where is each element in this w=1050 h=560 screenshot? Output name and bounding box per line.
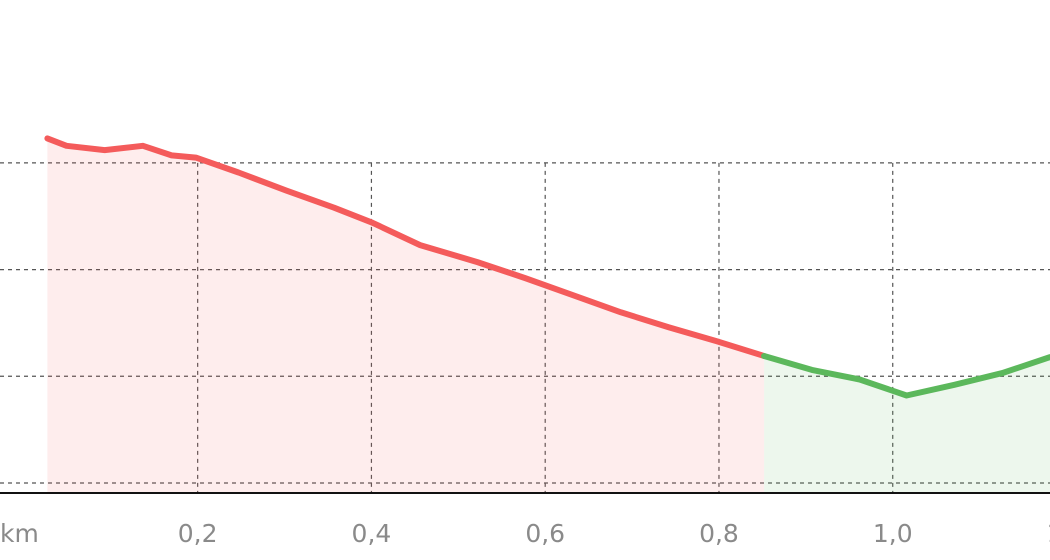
area-fill — [764, 356, 1050, 493]
x-tick-label: 0,8 — [699, 519, 739, 548]
ticks: 0,2 0,4 0,6 0,8 1,0 1,2 — [178, 519, 1050, 548]
grid — [0, 162, 1050, 493]
x-tick-label: 1,2 — [1047, 519, 1050, 548]
elevation-line — [761, 353, 1050, 399]
elevation-line — [44, 135, 768, 359]
x-tick-label: 1,0 — [873, 519, 913, 548]
x-tick-label: 0,4 — [352, 519, 392, 548]
area-fill — [47, 138, 765, 493]
x-tick-label: 0,2 — [178, 519, 218, 548]
areas — [47, 138, 1050, 493]
lines — [44, 135, 1050, 399]
x-axis-label: km — [0, 519, 39, 548]
x-tick-label: 0,6 — [525, 519, 565, 548]
